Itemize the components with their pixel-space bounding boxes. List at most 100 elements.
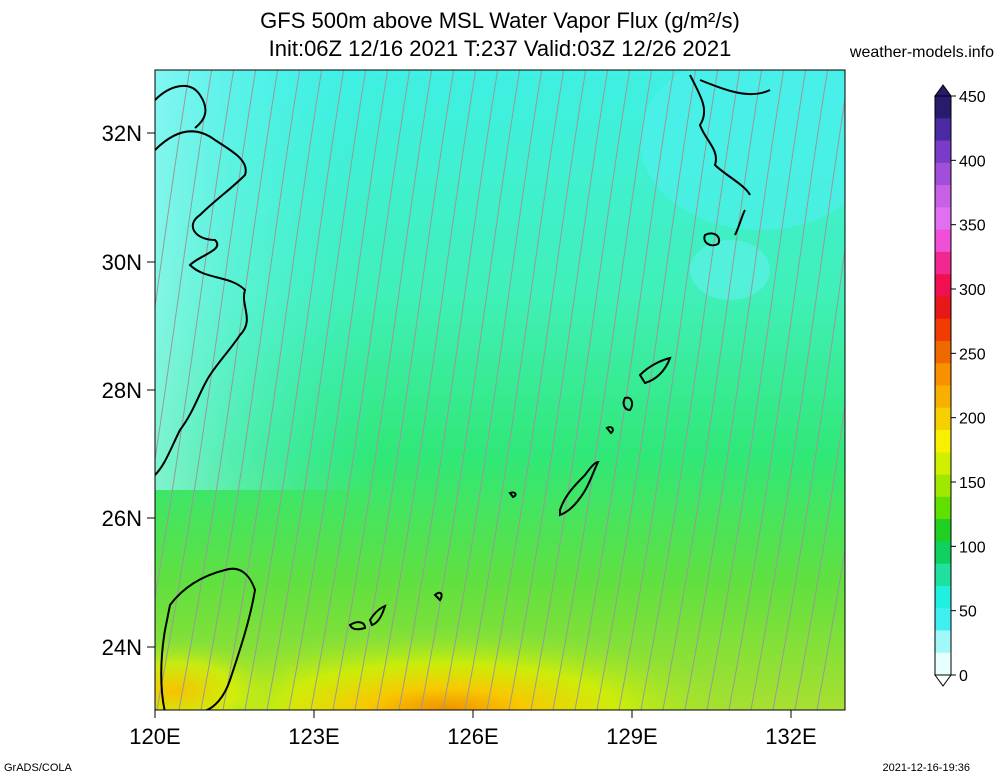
streamline [376, 70, 477, 710]
colorbar-label: 350 [959, 218, 986, 235]
streamline [684, 70, 785, 710]
axes: 32N 30N 28N 26N 24N 120E 123E 126E 129E … [102, 121, 817, 749]
colorbar-label: 250 [959, 346, 986, 363]
yakushima [703, 232, 721, 247]
kyushu-coast [689, 74, 771, 196]
map-title: GFS 500m above MSL Water Vapor Flux (g/m… [260, 8, 740, 33]
colorbar-label: 400 [959, 153, 986, 170]
footer-credit: GrADS/COLA [4, 762, 72, 774]
streamline [596, 70, 697, 710]
streamline [420, 70, 521, 710]
streamline [155, 70, 191, 311]
streamline [486, 70, 587, 710]
streamline [354, 70, 455, 710]
miyako [433, 591, 443, 602]
streamline [398, 70, 499, 710]
colorbar-cell [935, 296, 951, 320]
streamline [200, 70, 301, 710]
amami-oshima [638, 356, 672, 385]
taiwan-coast [160, 567, 257, 710]
colorbar-cell [935, 229, 951, 253]
streamline [155, 70, 213, 464]
okinawa [559, 460, 600, 517]
colorbar-cell [935, 407, 951, 431]
lat-label-24n: 24N [102, 635, 142, 660]
china-coast [155, 130, 248, 476]
streamline [442, 70, 543, 710]
footer-timestamp: 2021-12-16-19:36 [882, 762, 970, 774]
colorbar-label: 200 [959, 411, 986, 428]
streamline [155, 70, 235, 601]
colorbar-cell [935, 185, 951, 208]
streamline [464, 70, 565, 710]
colorbar-cell [935, 585, 951, 609]
streamline [728, 70, 829, 710]
streamline [244, 70, 345, 710]
coastlines [155, 74, 771, 710]
colorbar-label: 0 [959, 668, 968, 685]
colorbar-label: 50 [959, 604, 977, 621]
map-subtitle: Init:06Z 12/16 2021 T:237 Valid:03Z 12/2… [268, 36, 732, 61]
colorbar-label: 300 [959, 282, 986, 299]
colorbar-cell [935, 630, 951, 654]
tanegashima [734, 209, 746, 236]
streamline [640, 70, 741, 710]
iriomote [348, 621, 367, 631]
streamlines [155, 70, 845, 710]
streamline [706, 70, 807, 710]
colorbar-cell [935, 274, 951, 297]
streamline [794, 402, 845, 710]
colorbar-cell [935, 207, 951, 231]
streamline [662, 70, 763, 710]
streamline [332, 70, 433, 710]
okinoerabu [605, 426, 614, 435]
colorbar-cell [935, 118, 951, 142]
colorbar-bottom-arrow [934, 674, 952, 687]
streamline [772, 245, 845, 710]
colorbar-cell [935, 363, 951, 386]
colorbar-cell [935, 519, 951, 542]
colorbar-cell [935, 162, 951, 186]
streamline [552, 70, 653, 710]
lon-label-129e: 129E [606, 724, 657, 749]
streamline [530, 70, 631, 710]
streamline [178, 70, 279, 710]
streamline [508, 70, 609, 710]
lon-label-132e: 132E [765, 724, 816, 749]
colorbar-top-arrow [934, 84, 952, 97]
colorbar-cell [935, 652, 951, 676]
tokunoshima [622, 396, 634, 412]
streamline [156, 70, 257, 710]
colorbar-cell [935, 474, 951, 498]
streamline [618, 70, 719, 710]
china-coast-2 [155, 85, 207, 129]
streamline [222, 70, 323, 710]
flux-field [155, 70, 845, 710]
lon-label-120e: 120E [129, 724, 180, 749]
site-watermark: weather-models.info [849, 44, 994, 61]
colorbar-label: 100 [959, 539, 986, 556]
colorbar-cell [935, 251, 951, 275]
ishigaki [368, 604, 387, 627]
lat-axis: 32N 30N 28N 26N 24N [102, 121, 155, 660]
colorbar-cell [935, 452, 951, 476]
streamline [310, 70, 411, 710]
lon-label-126e: 126E [447, 724, 498, 749]
lat-label-30n: 30N [102, 250, 142, 275]
streamline [750, 95, 845, 710]
colorbar-cell [935, 496, 951, 520]
colorbar-cell [935, 96, 951, 119]
streamline [574, 70, 675, 710]
kume-jima [508, 491, 517, 499]
colorbar-cell [935, 385, 951, 409]
streamline [816, 546, 845, 710]
colorbar-label: 450 [959, 89, 986, 106]
lat-label-32n: 32N [102, 121, 142, 146]
colorbar-cell [935, 430, 951, 453]
colorbar-cell [935, 340, 951, 364]
colorbar-cell [935, 563, 951, 587]
colorbar: 450 400 350 300 250 200 150 100 50 0 [934, 84, 986, 687]
colorbar-cell [935, 318, 951, 342]
lon-axis: 120E 123E 126E 129E 132E [129, 710, 817, 749]
